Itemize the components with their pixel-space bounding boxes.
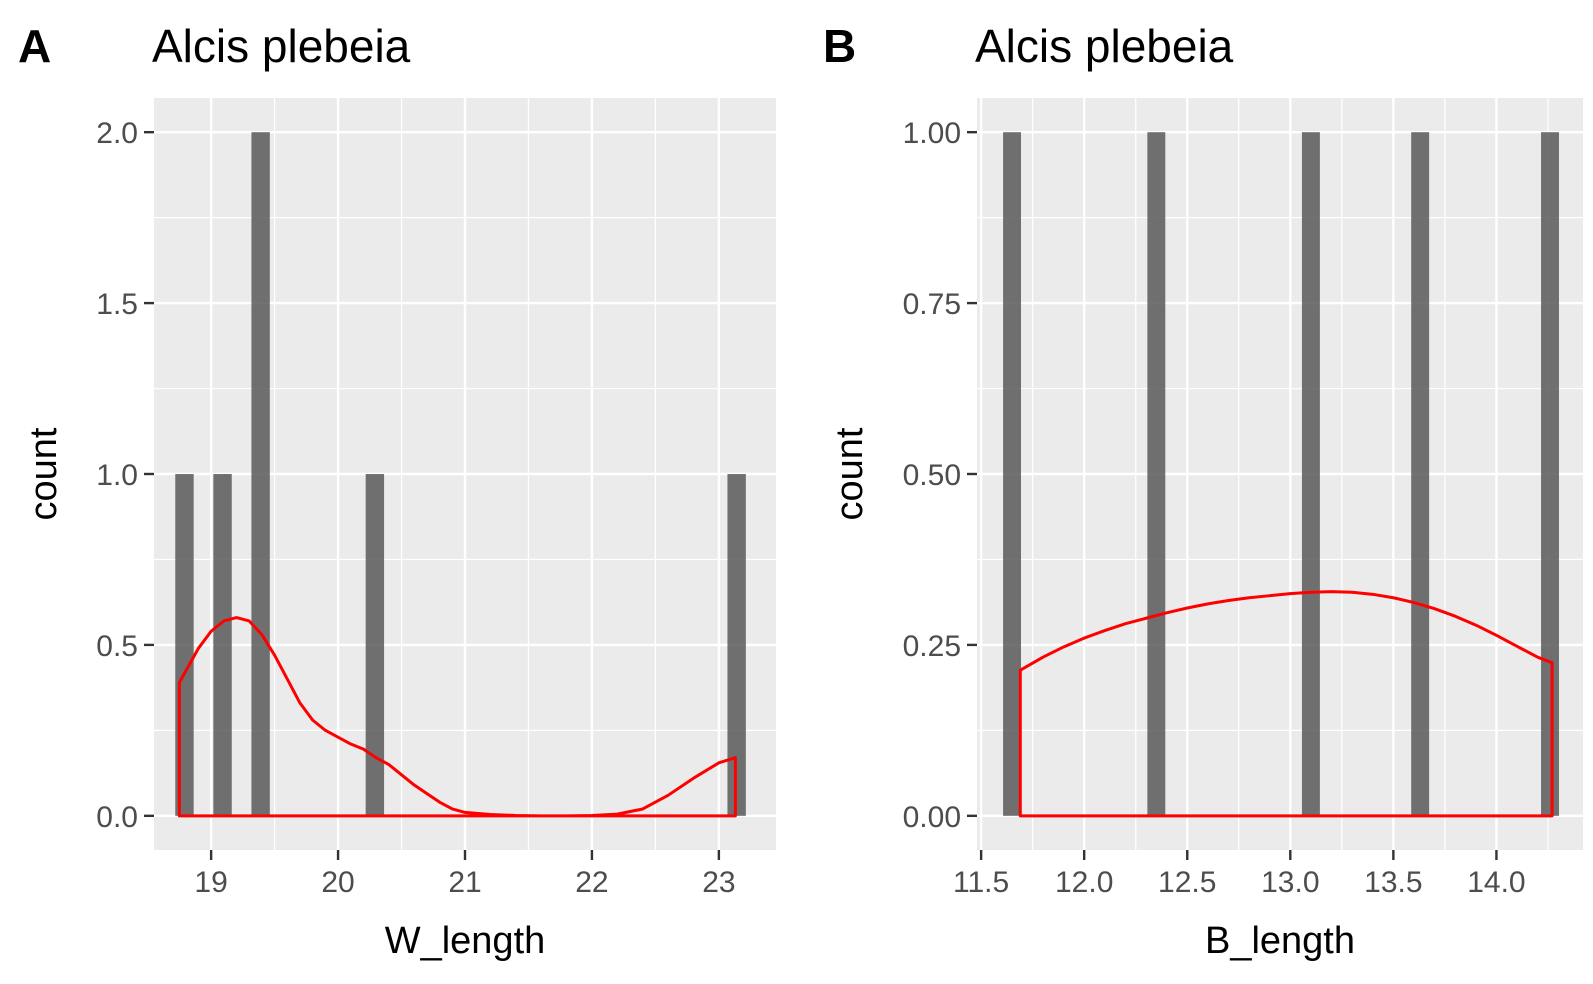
panel-b-x-tick-label: 11.5: [953, 866, 1009, 899]
panel-a-density: [177, 616, 737, 818]
panel-a-x-tick-label: 20: [321, 866, 354, 899]
panel-a-bar: [727, 474, 746, 816]
panel-a-bar: [213, 474, 232, 816]
panel-a-letter: A: [18, 20, 51, 72]
panel-b-y-tick-label: 1.00: [903, 117, 961, 150]
panel-b-y-tick-label: 0.75: [903, 288, 961, 321]
panel-b-x-tick-label: 13.0: [1261, 866, 1319, 899]
panel-a-x-axis-label: W_length: [385, 920, 546, 962]
panel-a-density-curve: [177, 616, 737, 818]
panel-b-bar: [1541, 132, 1559, 816]
panel-a-y-tick-label: 1.0: [96, 459, 138, 492]
panel-b-y-tick-label: 0.00: [903, 801, 961, 834]
panel-b-bar: [1301, 132, 1320, 816]
panel-b-y-tick-label: 0.50: [903, 459, 961, 492]
panel-a-y-axis-label: count: [23, 427, 65, 520]
panel-b-x-axis: 11.5 12.0 12.5 13.0 13.5 14.0: [953, 850, 1526, 899]
panel-a-y-tick-label: 1.5: [96, 288, 138, 321]
panel-a-title: Alcis plebeia: [152, 20, 411, 72]
panel-a-x-tick-label: 21: [448, 866, 481, 899]
panel-b-density: [1018, 590, 1554, 818]
panel-b-y-axis-label: count: [829, 427, 871, 520]
panel-a-y-axis: 0.0 0.5 1.0 1.5 2.0: [96, 117, 154, 834]
panel-b-bar: [1003, 132, 1022, 816]
panel-b-x-axis-label: B_length: [1205, 920, 1355, 962]
panel-a-bars: [175, 132, 746, 816]
panel-b-x-tick-label: 13.5: [1364, 866, 1422, 899]
panel-b-x-tick-label: 12.5: [1158, 866, 1216, 899]
panel-b: B Alcis plebeia 11.5 12.0 12.5 13.0 13.5 14.0…: [823, 20, 1583, 962]
panel-a-x-axis: 19 20 21 22 23: [194, 850, 736, 899]
panel-a-bar: [365, 474, 385, 816]
panel-b-density-curve: [1018, 590, 1554, 818]
panel-a-y-tick-label: 0.5: [96, 630, 138, 663]
panel-b-x-tick-label: 12.0: [1055, 866, 1113, 899]
panel-a-y-tick-label: 0.0: [96, 801, 138, 834]
panel-b-title: Alcis plebeia: [975, 20, 1234, 72]
panel-b-letter: B: [823, 20, 856, 72]
panel-a-x-tick-label: 22: [575, 866, 608, 899]
panel-b-x-tick-label: 14.0: [1467, 866, 1525, 899]
panel-a-x-tick-label: 23: [702, 866, 735, 899]
panel-b-bar: [1411, 132, 1430, 816]
panel-a-y-tick-label: 2.0: [96, 117, 138, 150]
panel-b-y-tick-label: 0.25: [903, 630, 961, 663]
panel-a-bar: [251, 132, 270, 816]
panel-b-bars: [1003, 132, 1559, 816]
panel-b-bar: [1147, 132, 1166, 816]
panel-a: A Alcis plebeia 19 20 21 22 23 0.0 0.5 1.0 1.5 2…: [18, 20, 776, 962]
panel-b-y-axis: 0.00 0.25 0.50 0.75 1.00: [903, 117, 977, 834]
panel-a-x-tick-label: 19: [194, 866, 227, 899]
